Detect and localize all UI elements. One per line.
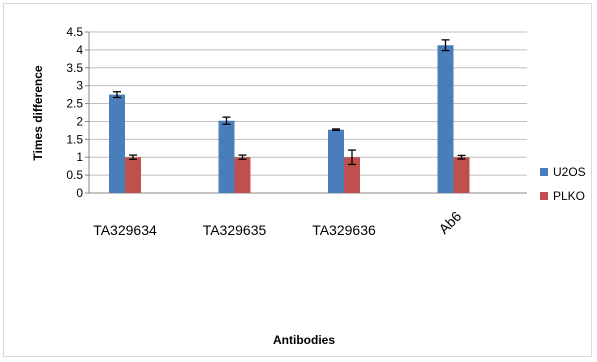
y-tick-label: 3.5 (66, 61, 83, 75)
legend-label-plko: PLKO (553, 189, 585, 203)
x-category-label: TA329636 (312, 222, 376, 238)
category-labels: TA329634 TA329635 TA329636 Ab6 (93, 208, 464, 238)
bar-plko-ta329634 (125, 157, 141, 193)
bar-u2os-ta329634 (109, 95, 125, 193)
bar-plko-ab6 (454, 157, 470, 193)
legend-swatch-u2os (540, 168, 548, 176)
chart-frame: 0 0.5 1 1.5 2 2.5 3 3.5 4 4.5 TA329634 TA329635 TA3… (3, 3, 592, 357)
y-tick-label: 1.5 (66, 132, 83, 146)
y-axis-title: Times difference (31, 65, 45, 160)
y-tick-label: 4 (76, 43, 83, 57)
bar-u2os-ta329636 (328, 130, 344, 193)
bar-chart: 00.511.522.533.544.5 TA329634 TA329635 TA3… (4, 4, 593, 358)
error-bars (113, 40, 466, 165)
y-tick-label: 2 (76, 114, 83, 128)
legend-label-u2os: U2OS (553, 165, 586, 179)
bar-u2os-ab6 (438, 45, 454, 193)
y-tick-labels: 0 0.5 1 1.5 2 2.5 3 3.5 4 4.5 (66, 25, 83, 200)
y-tick-label: 2.5 (66, 97, 83, 111)
y-tick-label: 4.5 (66, 25, 83, 39)
legend-swatch-plko (540, 192, 548, 200)
y-tick-label: 1 (76, 150, 83, 164)
y-tick-label: 0 (76, 186, 83, 200)
bar-plko-ta329635 (235, 157, 251, 193)
y-tick-label: 0.5 (66, 168, 83, 182)
gridlines (89, 32, 527, 175)
legend: U2OS PLKO (540, 165, 586, 203)
x-category-label: TA329635 (203, 222, 267, 238)
x-category-label: Ab6 (435, 208, 464, 237)
x-category-label: TA329634 (93, 222, 157, 238)
x-axis-title: Antibodies (273, 333, 335, 347)
bar-u2os-ta329635 (219, 121, 235, 193)
y-tick-label: 3 (76, 79, 83, 93)
